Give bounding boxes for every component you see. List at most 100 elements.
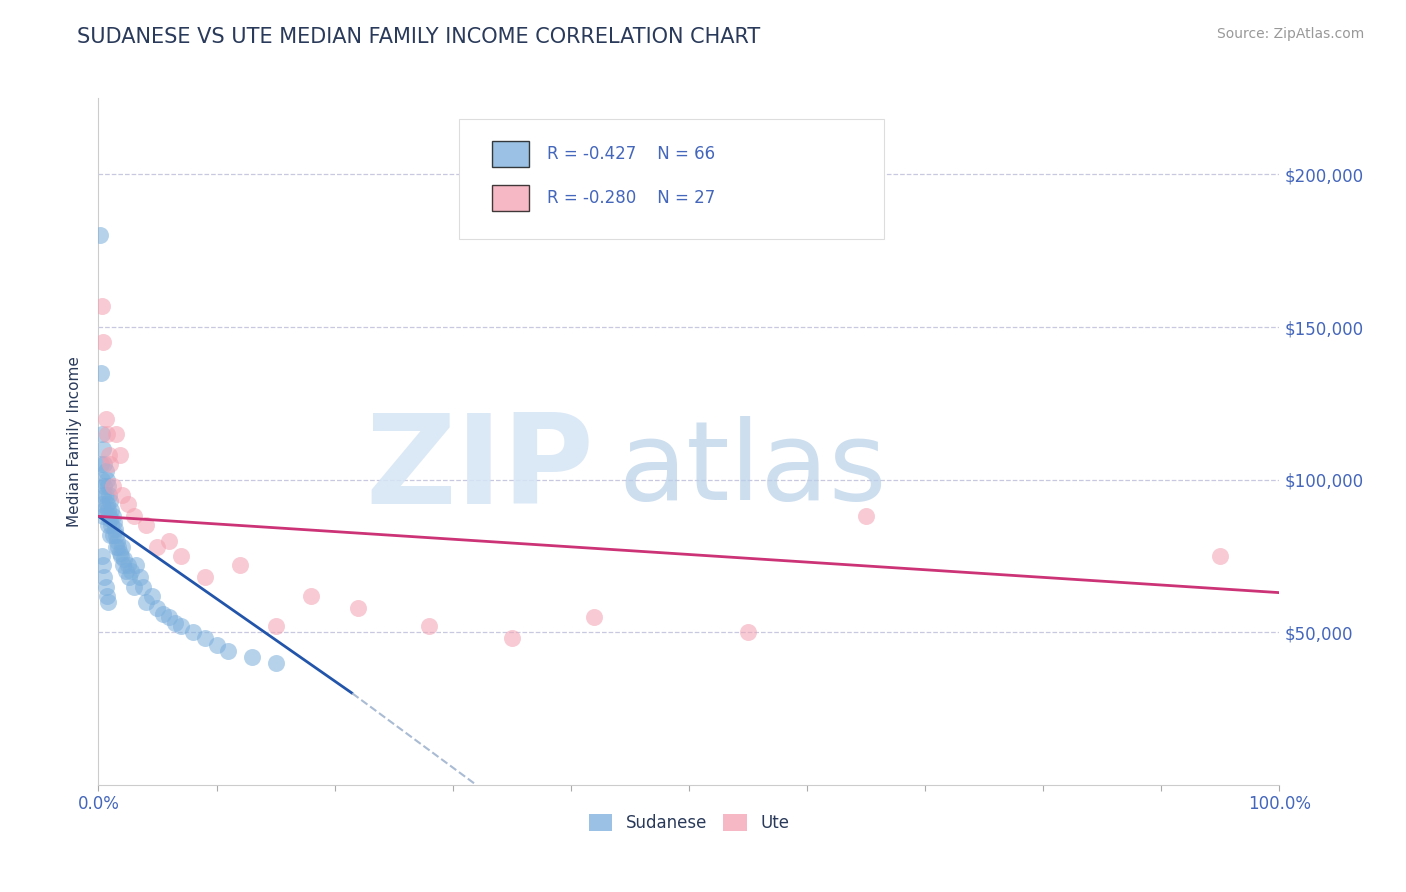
Point: [98, 509, 121, 524]
Text: atlas: atlas: [619, 416, 887, 523]
Point: [101, 509, 124, 524]
Point: [100, 518, 122, 533]
Point: [194, 632, 217, 646]
Point: [96, 497, 118, 511]
Point: [96, 426, 118, 441]
Legend: Sudanese, Ute: Sudanese, Ute: [582, 807, 796, 838]
Point: [91, 299, 114, 313]
Point: [135, 518, 157, 533]
Point: [98, 458, 121, 472]
Point: [98, 448, 121, 462]
Point: [101, 527, 124, 541]
Point: [91, 497, 114, 511]
Point: [583, 610, 606, 624]
FancyBboxPatch shape: [458, 119, 884, 239]
Point: [146, 601, 169, 615]
Point: [194, 570, 217, 584]
Point: [117, 497, 139, 511]
Point: [157, 533, 180, 548]
Text: R = -0.280    N = 27: R = -0.280 N = 27: [547, 189, 716, 207]
FancyBboxPatch shape: [492, 185, 530, 211]
Point: [93, 570, 115, 584]
Point: [96, 589, 118, 603]
Point: [97, 595, 120, 609]
FancyBboxPatch shape: [492, 142, 530, 168]
Point: [264, 656, 287, 670]
Point: [97, 518, 120, 533]
Point: [111, 540, 134, 554]
Text: SUDANESE VS UTE MEDIAN FAMILY INCOME CORRELATION CHART: SUDANESE VS UTE MEDIAN FAMILY INCOME COR…: [77, 27, 761, 46]
Text: Source: ZipAtlas.com: Source: ZipAtlas.com: [1216, 27, 1364, 41]
Point: [94, 580, 117, 594]
Point: [128, 570, 150, 584]
Point: [217, 643, 239, 657]
Point: [91, 335, 114, 350]
Point: [121, 564, 143, 578]
Point: [152, 607, 174, 621]
Point: [91, 488, 114, 502]
Point: [91, 558, 114, 573]
Point: [105, 426, 128, 441]
Point: [146, 540, 169, 554]
Point: [98, 527, 121, 541]
Point: [90, 366, 112, 380]
Point: [170, 549, 193, 563]
Point: [110, 549, 132, 563]
Text: R = -0.427    N = 66: R = -0.427 N = 66: [547, 145, 716, 163]
Point: [93, 503, 115, 517]
Point: [93, 479, 115, 493]
Point: [91, 442, 114, 457]
Point: [96, 473, 118, 487]
Point: [94, 488, 117, 502]
Point: [181, 625, 204, 640]
Point: [97, 479, 120, 493]
Point: [105, 533, 128, 548]
Point: [117, 558, 139, 573]
Point: [112, 552, 135, 566]
Point: [157, 610, 180, 624]
Point: [112, 558, 135, 573]
Point: [98, 494, 121, 508]
Point: [91, 426, 114, 441]
Point: [94, 464, 117, 478]
Y-axis label: Median Family Income: Median Family Income: [67, 356, 83, 527]
Text: ZIP: ZIP: [366, 409, 595, 530]
Point: [105, 527, 128, 541]
Point: [103, 516, 125, 530]
Point: [135, 595, 157, 609]
Point: [125, 558, 148, 573]
Point: [229, 558, 252, 573]
Point: [118, 570, 141, 584]
Point: [165, 616, 187, 631]
Point: [98, 512, 121, 526]
Point: [111, 488, 134, 502]
Point: [101, 479, 124, 493]
Point: [205, 638, 228, 652]
Point: [264, 619, 287, 633]
Point: [1209, 549, 1232, 563]
Point: [855, 509, 877, 524]
Point: [97, 503, 120, 517]
Point: [132, 580, 155, 594]
Point: [90, 458, 112, 472]
Point: [89, 228, 111, 243]
Point: [108, 448, 131, 462]
Point: [122, 580, 145, 594]
Point: [122, 509, 145, 524]
Point: [100, 503, 122, 517]
Point: [501, 632, 523, 646]
Point: [240, 649, 263, 664]
Point: [104, 522, 127, 536]
Point: [418, 619, 440, 633]
Point: [91, 473, 114, 487]
Point: [141, 589, 163, 603]
Point: [98, 488, 121, 502]
Point: [93, 458, 115, 472]
Point: [107, 540, 129, 554]
Point: [108, 546, 131, 560]
Point: [170, 619, 193, 633]
Point: [737, 625, 759, 640]
Point: [94, 411, 117, 425]
Point: [105, 540, 128, 554]
Point: [91, 549, 114, 563]
